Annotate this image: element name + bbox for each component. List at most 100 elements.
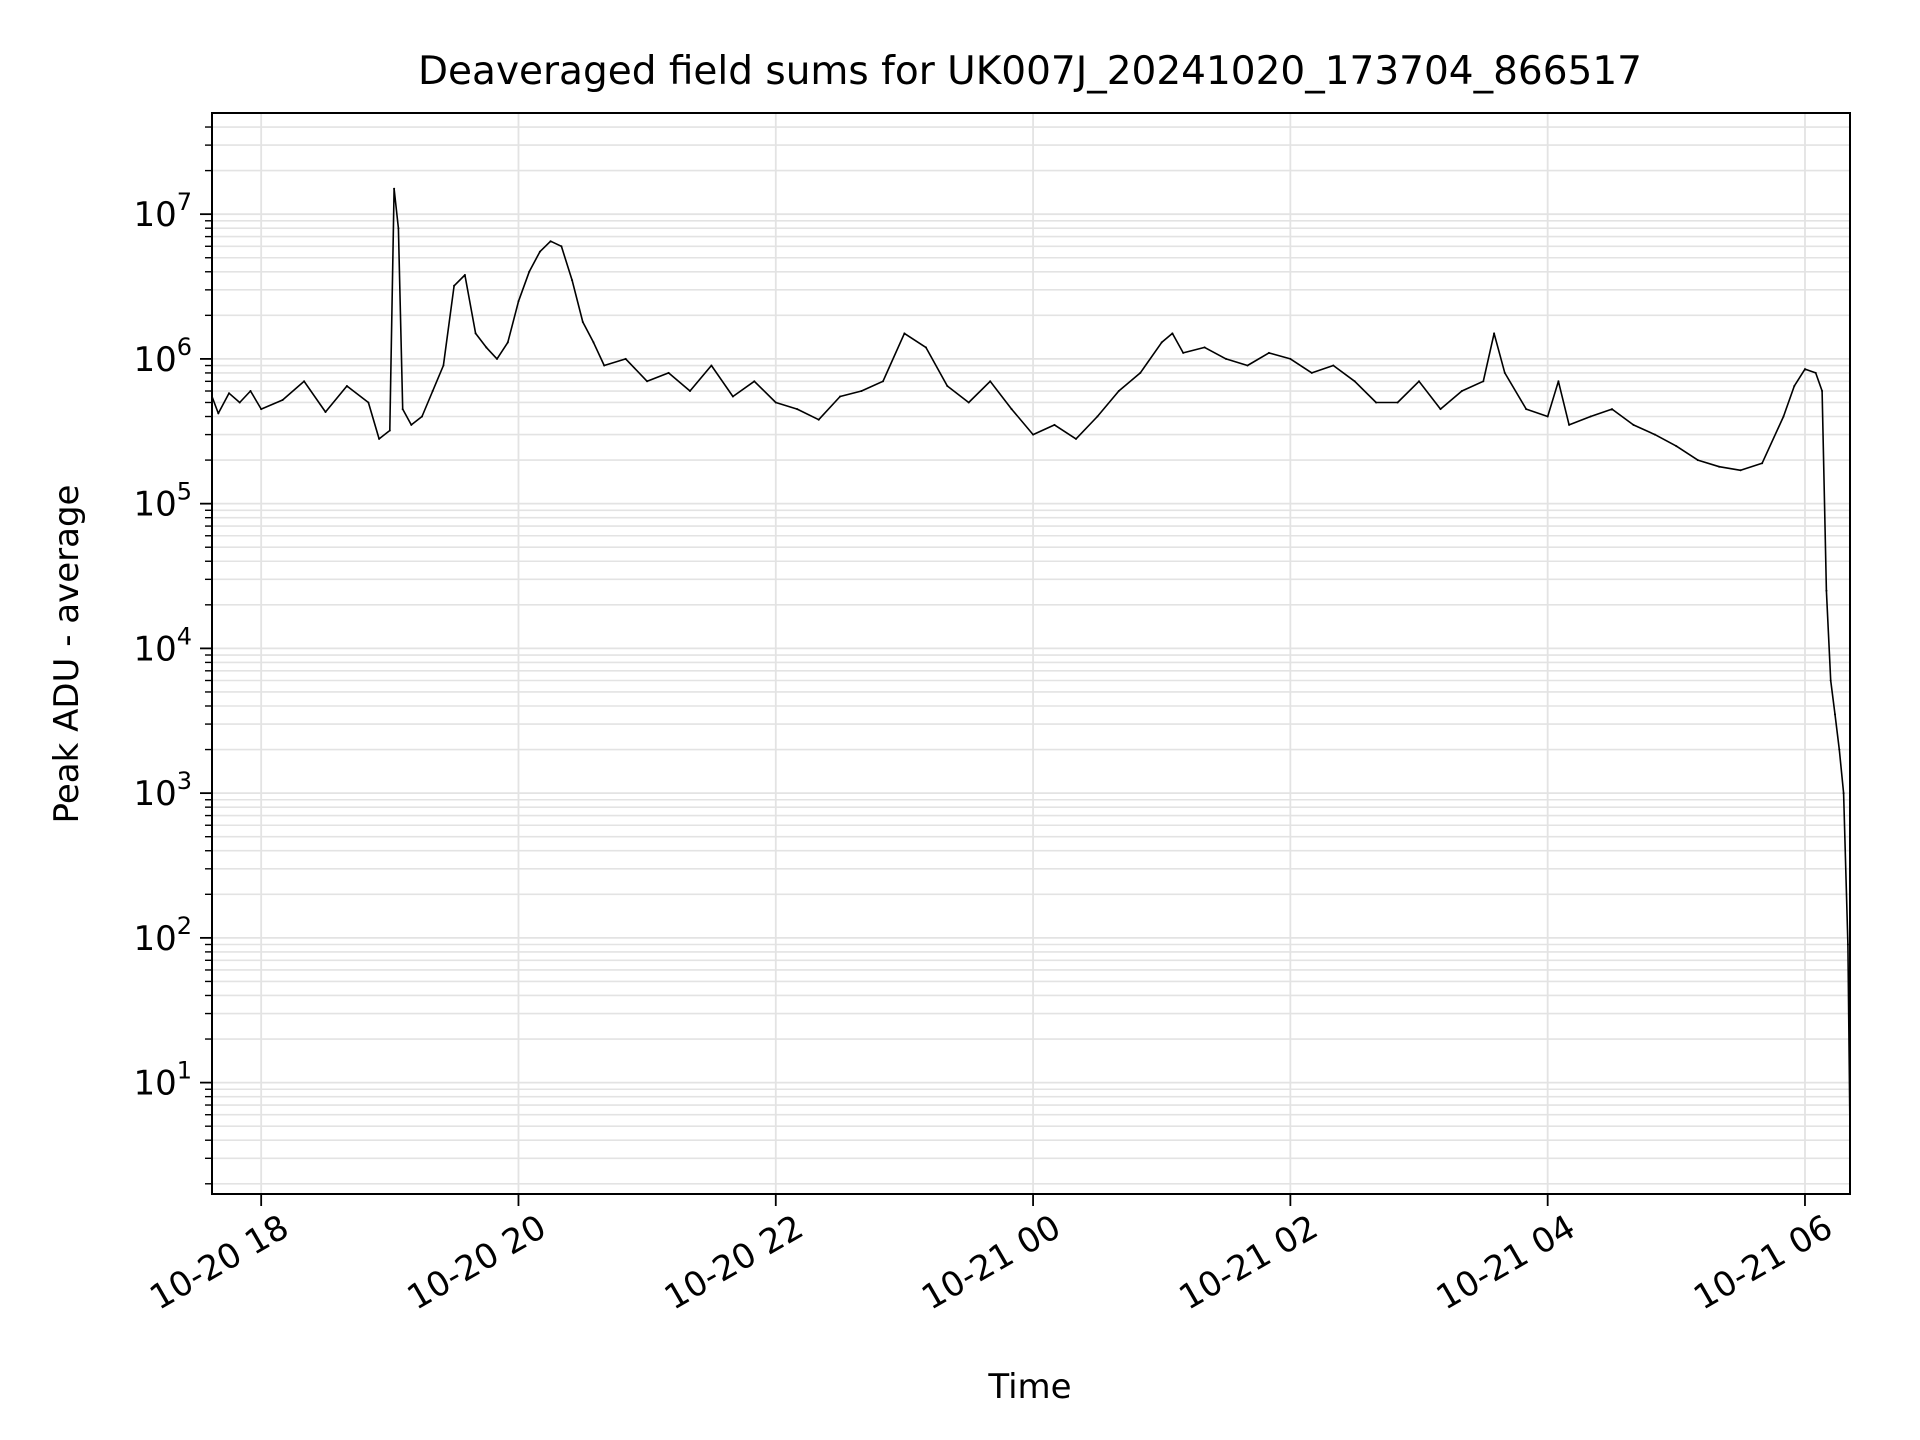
series-line xyxy=(211,187,1851,1133)
data-point xyxy=(1075,437,1077,440)
data-point xyxy=(882,380,884,383)
data-point xyxy=(378,437,381,440)
data-point xyxy=(453,284,456,287)
data-point xyxy=(710,364,713,367)
data-point xyxy=(1842,792,1845,795)
data-point xyxy=(1032,433,1035,436)
data-point xyxy=(1525,408,1528,411)
data-point xyxy=(303,380,306,383)
data-point xyxy=(646,380,649,383)
data-point xyxy=(397,227,400,230)
data-point xyxy=(1246,364,1249,367)
data-point xyxy=(1160,341,1163,344)
data-point xyxy=(1675,445,1678,448)
data-point xyxy=(1332,364,1335,367)
data-point xyxy=(1814,371,1817,374)
data-point xyxy=(1353,380,1356,383)
data-point xyxy=(1546,415,1549,418)
data-point xyxy=(442,364,445,367)
y-tick-label: 107 xyxy=(133,188,192,235)
data-point xyxy=(1829,679,1832,682)
data-point xyxy=(1396,401,1399,404)
data-point xyxy=(345,385,348,387)
data-point xyxy=(1793,385,1796,387)
data-point xyxy=(1482,380,1485,383)
data-point xyxy=(796,408,799,411)
data-point xyxy=(1696,459,1699,462)
data-point xyxy=(603,364,606,367)
data-point xyxy=(1846,943,1849,946)
data-point xyxy=(1493,332,1496,335)
data-point xyxy=(1632,423,1635,426)
data-point xyxy=(1310,371,1313,374)
data-point xyxy=(1171,332,1174,335)
data-point xyxy=(581,321,584,323)
data-point xyxy=(1838,748,1841,751)
data-point xyxy=(324,411,327,413)
data-point xyxy=(528,270,531,273)
data-point xyxy=(1289,357,1292,360)
data-point xyxy=(549,240,552,243)
data-point xyxy=(217,412,220,415)
data-point xyxy=(1782,415,1785,418)
data-point xyxy=(860,390,863,392)
data-point xyxy=(817,418,820,421)
data-point xyxy=(1439,408,1442,411)
ticks xyxy=(200,126,1806,1206)
data-point xyxy=(1825,589,1828,592)
data-point xyxy=(1203,346,1206,349)
data-point xyxy=(839,395,842,398)
data-point xyxy=(401,408,404,411)
data-point xyxy=(1718,465,1721,468)
data-point xyxy=(624,357,627,360)
data-point xyxy=(1503,371,1506,374)
data-point xyxy=(571,279,574,282)
data-point xyxy=(228,392,230,395)
data-point xyxy=(753,380,756,383)
data-point xyxy=(1739,469,1742,472)
y-tick-label: 106 xyxy=(133,333,192,380)
data-point xyxy=(967,401,970,404)
data-point xyxy=(1182,351,1185,354)
data-point xyxy=(903,332,906,335)
y-tick-label: 104 xyxy=(133,622,192,669)
data-point xyxy=(249,390,252,392)
data-point xyxy=(1053,423,1056,426)
data-point xyxy=(1761,462,1764,465)
data-point xyxy=(281,399,284,401)
data-point xyxy=(1117,390,1120,392)
data-point xyxy=(560,245,563,248)
data-point xyxy=(924,346,927,349)
data-point xyxy=(1267,351,1270,354)
data-point xyxy=(1804,368,1806,371)
data-point xyxy=(463,274,466,276)
y-tick-label: 105 xyxy=(133,478,192,525)
data-point xyxy=(421,415,423,418)
y-tick-label: 101 xyxy=(133,1057,192,1104)
data-point xyxy=(1611,408,1613,411)
data-point xyxy=(388,429,391,432)
data-point xyxy=(1653,433,1656,436)
data-point xyxy=(667,371,670,374)
data-point xyxy=(260,408,263,411)
axes-frame xyxy=(211,112,1851,1195)
data-point xyxy=(1139,371,1142,374)
data-point xyxy=(431,390,434,392)
data-point xyxy=(1589,415,1592,418)
data-point xyxy=(238,401,241,404)
data-point xyxy=(989,380,992,383)
data-point xyxy=(1834,713,1836,716)
y-axis-label: Peak ADU - average xyxy=(47,485,87,824)
data-point xyxy=(1010,408,1013,411)
data-point xyxy=(517,300,520,303)
y-tick-label: 102 xyxy=(133,912,192,959)
data-point xyxy=(1460,390,1463,392)
data-point xyxy=(1557,380,1560,383)
data-point xyxy=(506,341,509,344)
data-area xyxy=(211,187,1851,1134)
data-point xyxy=(1568,423,1571,426)
data-point xyxy=(393,187,396,190)
